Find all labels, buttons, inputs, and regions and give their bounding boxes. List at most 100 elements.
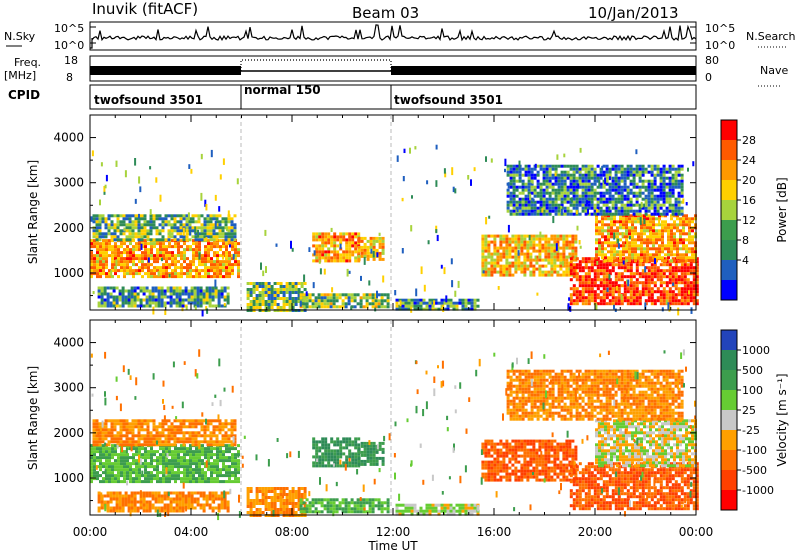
velocity-scatter-point <box>231 385 234 393</box>
power-scatter-point <box>626 279 628 284</box>
power-scatter-point <box>90 216 93 222</box>
power-scatter-point <box>232 253 235 260</box>
velocity-scatter-point <box>95 465 98 470</box>
velocity-scatter-point <box>373 478 376 485</box>
velocity-cbar-tick-label: 25 <box>742 404 756 417</box>
velocity-x-ticks <box>89 320 697 515</box>
power-scatter-point <box>99 199 101 206</box>
power-scatter-point <box>264 229 267 236</box>
velocity-echo-region-1 <box>92 419 237 447</box>
power-scatter-point <box>635 149 638 155</box>
x-tick-label: 08:00 <box>275 525 310 539</box>
velocity-scatter-point <box>348 457 351 462</box>
power-scatter-point <box>440 264 443 269</box>
velocity-scatter-point <box>516 357 518 365</box>
velocity-scatter-point <box>597 423 600 430</box>
nsky-tick-bottom: 10^0 <box>54 39 84 52</box>
velocity-scatter-point <box>529 504 532 511</box>
power-scatter-point <box>541 208 544 213</box>
power-scatter-point <box>503 266 506 274</box>
velocity-scatter-point <box>241 455 244 459</box>
velocity-scatter-point <box>689 491 692 498</box>
velocity-echo-region-6 <box>357 441 385 466</box>
velocity-cbar-swatch <box>721 450 737 471</box>
power-scatter-point <box>617 243 620 249</box>
power-scatter-point <box>613 304 615 310</box>
power-scatter-point <box>164 309 167 316</box>
power-x-ticks <box>89 115 697 310</box>
velocity-panel: 1000 2000 3000 4000 <box>53 319 699 521</box>
power-scatter-point <box>595 208 598 213</box>
velocity-scatter-point <box>680 352 683 359</box>
power-scatter-point <box>534 210 537 215</box>
power-scatter-point <box>372 251 375 258</box>
cpid-segment-1: twofsound 3501 <box>94 93 203 107</box>
velocity-scatter-point <box>640 452 643 458</box>
power-scatter-point <box>147 257 150 263</box>
cpid-segment-2: normal 150 <box>244 83 321 97</box>
power-echo-region-10 <box>595 214 697 263</box>
power-scatter-point <box>414 146 417 150</box>
velocity-scatter-point <box>125 447 128 454</box>
power-scatter-point <box>608 257 611 263</box>
velocity-cbar-swatch <box>721 470 737 491</box>
velocity-scatter-point <box>181 401 184 409</box>
velocity-scatter-point <box>425 370 428 375</box>
power-echo-region-11 <box>506 164 684 216</box>
power-scatter-point <box>188 164 191 169</box>
power-scatter-point <box>454 188 457 194</box>
velocity-scatter-point <box>593 386 596 391</box>
velocity-echo-region-3 <box>246 487 307 517</box>
velocity-scatter-point <box>480 449 483 456</box>
power-scatter-point <box>454 290 457 297</box>
power-scatter-point <box>91 150 94 157</box>
velocity-scatter-point <box>622 396 625 403</box>
nsky-label: N.Sky <box>4 30 36 43</box>
x-tick-label: 16:00 <box>477 525 512 539</box>
power-scatter-point <box>504 168 506 173</box>
power-echo-region-7 <box>395 298 480 311</box>
power-scatter-point <box>305 291 308 297</box>
power-scatter-point <box>152 306 155 315</box>
power-scatter-point <box>473 167 476 172</box>
power-scatter-point <box>577 183 580 189</box>
velocity-scatter-point <box>163 404 166 411</box>
power-scatter-point <box>181 307 184 312</box>
velocity-scatter-point <box>617 487 620 496</box>
power-scatter-point <box>115 160 118 167</box>
x-tick-label: 00:00 <box>73 525 108 539</box>
power-scatter-point <box>650 231 652 238</box>
velocity-scatter-point <box>540 451 543 459</box>
power-cbar-swatch <box>721 200 737 221</box>
velocity-scatter-point <box>272 510 275 517</box>
velocity-cbar-swatch <box>721 390 737 411</box>
power-scatter-point <box>378 232 381 236</box>
power-scatter-point <box>420 266 423 275</box>
power-scatter-point <box>330 227 333 232</box>
power-scatter-point <box>194 305 197 310</box>
freq-label-1: Freq. <box>14 56 41 69</box>
power-scatter-point <box>103 191 106 195</box>
power-scatter-point <box>576 225 579 231</box>
velocity-scatter-point <box>104 397 107 406</box>
power-scatter-point <box>507 224 510 233</box>
power-scatter-point <box>608 273 611 280</box>
power-scatter-point <box>621 232 624 238</box>
velocity-scatter-point <box>339 459 342 465</box>
power-scatter-point <box>138 213 140 219</box>
velocity-scatter-point <box>91 393 94 397</box>
power-scatter-point <box>451 280 454 288</box>
velocity-scatter-point <box>332 463 335 467</box>
power-scatter-point <box>401 248 404 254</box>
beam-title: Beam 03 <box>352 4 419 22</box>
velocity-scatter-point <box>229 488 232 495</box>
power-scatter-point <box>134 158 137 166</box>
velocity-scatter-point <box>599 353 602 358</box>
velocity-scatter-point <box>508 383 511 390</box>
velocity-scatter-point <box>502 413 504 421</box>
velocity-scatter-point <box>633 438 636 442</box>
velocity-scatter-point <box>130 446 133 452</box>
power-scatter-point <box>223 303 226 307</box>
velocity-scatter-point <box>201 412 204 417</box>
power-scatter-point <box>606 287 609 292</box>
